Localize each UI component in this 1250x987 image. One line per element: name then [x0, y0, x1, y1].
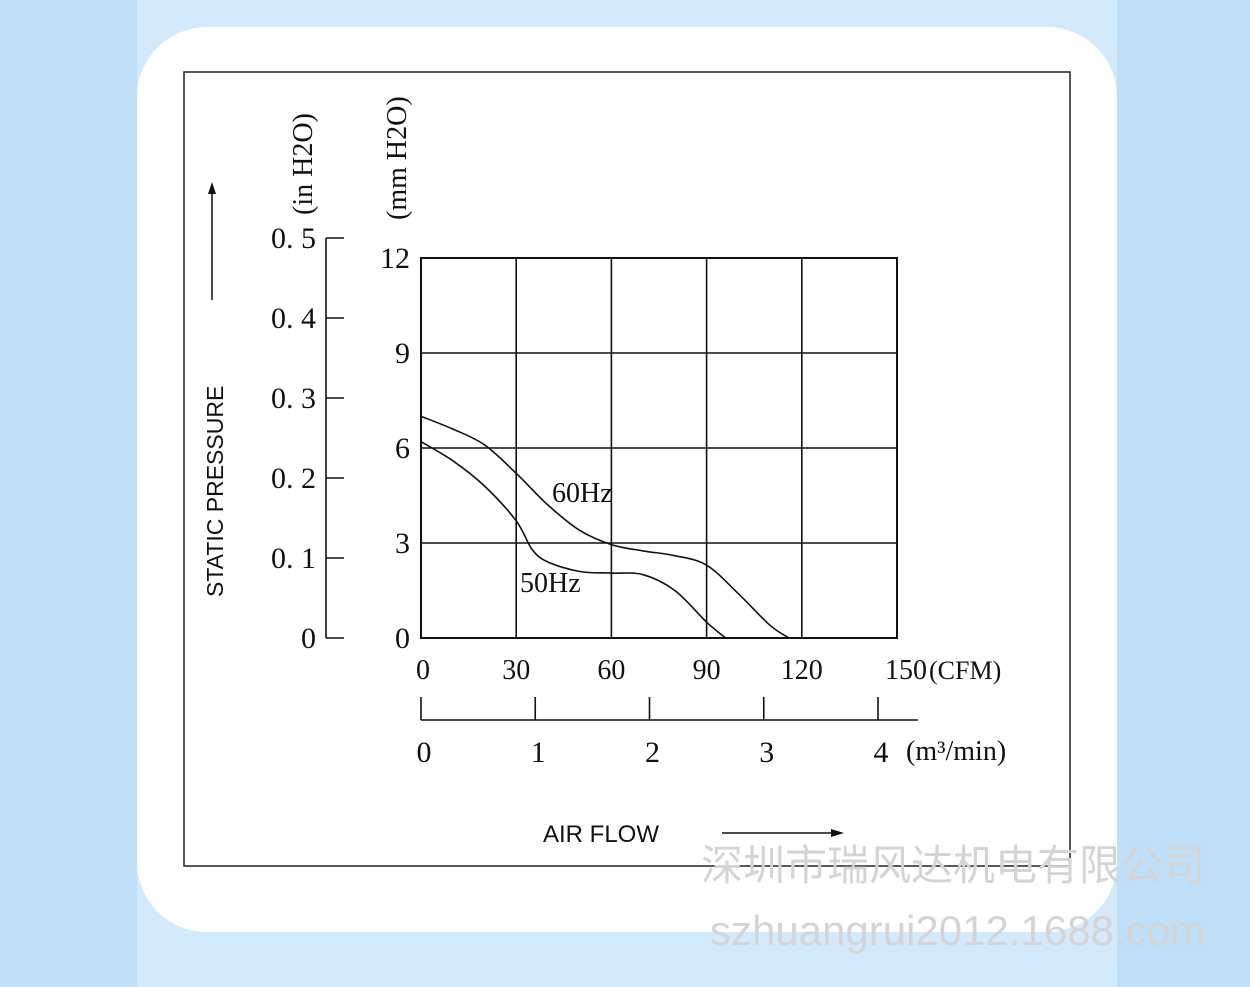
y-tick-in-label: 0. 4 [271, 302, 316, 335]
watermark-url: szhuangrui2012.1688.com [710, 907, 1205, 954]
chart-frame [183, 71, 1071, 867]
series-line-60hz [420, 415, 790, 639]
x-tick-cfm-label: 60 [597, 655, 625, 686]
x-tick-m3-label: 3 [759, 736, 774, 769]
y-unit-mm: (mm H2O) [382, 96, 413, 220]
card [137, 27, 1117, 932]
x-tick-m3-label: 4 [874, 736, 889, 769]
x-tick-cfm-label: 120 [781, 655, 823, 686]
y-axis-arrow-head [208, 182, 216, 194]
annotation-50hz: 50Hz [520, 568, 581, 599]
y-tick-mm-label: 0 [395, 622, 410, 655]
y-tick-in-label: 0. 1 [271, 542, 316, 575]
x-tick-cfm-label: 30 [502, 655, 530, 686]
y-tick-in-label: 0. 2 [271, 462, 316, 495]
y-tick-mm-label: 6 [395, 432, 410, 465]
x-tick-m3-label: 1 [531, 736, 546, 769]
y-tick-in-label: 0 [301, 622, 316, 655]
y-tick-mm-label: 3 [395, 527, 410, 560]
x-tick-m3-label: 2 [645, 736, 660, 769]
y-axis-in-ticks: 0 0. 1 0. 2 0. 3 0. 4 0. 5 [271, 222, 344, 655]
x-axis-cfm-ticks: 0 30 60 90 120 150 [416, 655, 927, 686]
x-tick-m3-label: 0 [417, 736, 432, 769]
grid [421, 258, 897, 638]
x-axis-arrow-head [831, 829, 844, 837]
x-tick-cfm-label: 150 [885, 655, 927, 686]
y-tick-in-label: 0. 3 [271, 382, 316, 415]
plot-border [420, 257, 898, 639]
y-axis-title: STATIC PRESSURE [202, 386, 228, 597]
x-axis-title: AIR FLOW [543, 821, 659, 848]
series-lines [420, 415, 790, 639]
x-tick-cfm-label: 90 [693, 655, 721, 686]
y-unit-in: (in H2O) [288, 113, 319, 215]
y-tick-mm-label: 9 [395, 337, 410, 370]
y-tick-in-label: 0. 5 [271, 222, 316, 255]
y-tick-mm-label: 12 [380, 242, 410, 275]
watermark-company: 深圳市瑞风达机电有限公司 [701, 842, 1205, 889]
x-axis-m3-ticks: 0 1 2 3 4 [417, 697, 889, 769]
annotation-60hz: 60Hz [552, 478, 613, 509]
x-unit-cfm: (CFM) [929, 656, 1001, 685]
x-unit-m3: (m³/min) [906, 736, 1006, 767]
x-tick-cfm-label: 0 [416, 655, 430, 686]
series-line-50hz [420, 440, 727, 639]
y-axis-mm-ticks: 0 3 6 9 12 [380, 242, 410, 655]
